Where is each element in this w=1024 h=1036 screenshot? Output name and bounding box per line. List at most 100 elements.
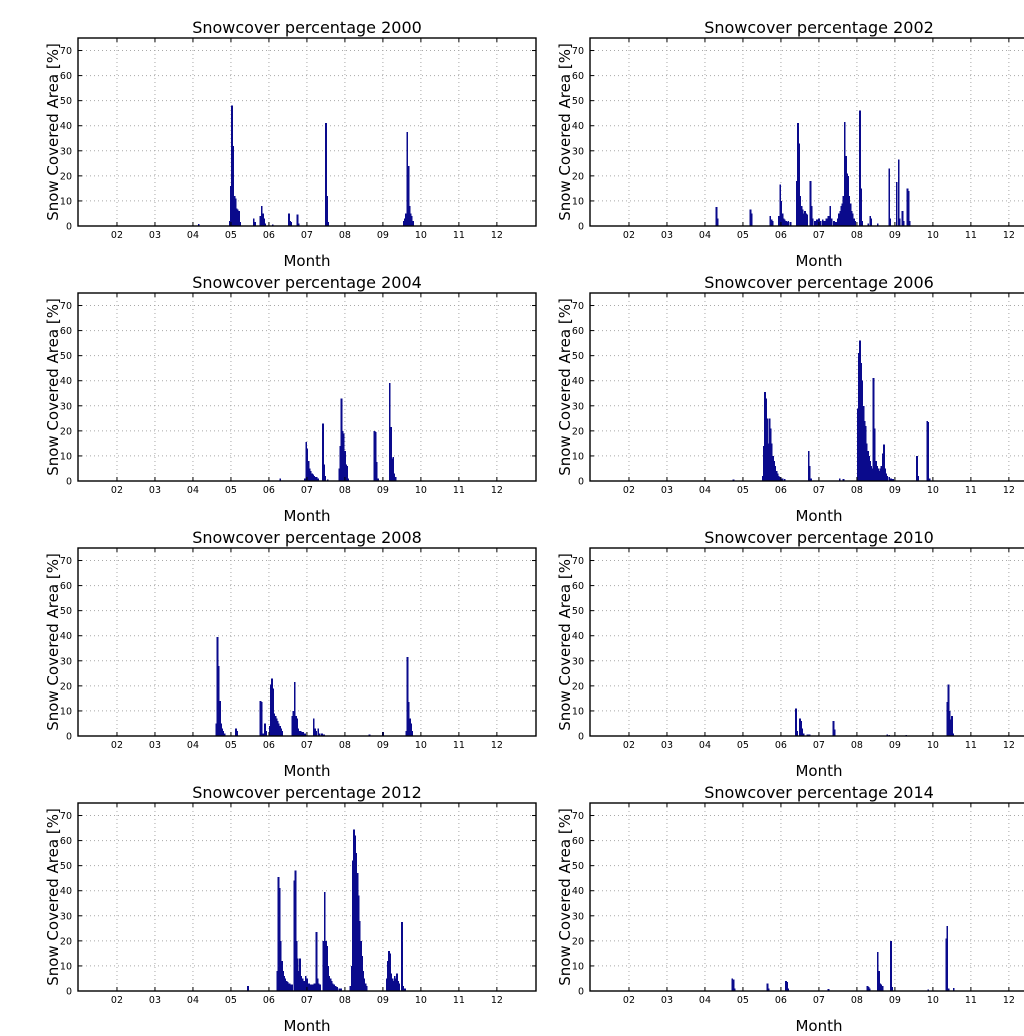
svg-text:02: 02 xyxy=(111,740,123,751)
svg-text:04: 04 xyxy=(187,740,199,751)
svg-text:20: 20 xyxy=(572,426,584,437)
x-axis-label-2010: Month xyxy=(795,762,843,780)
svg-text:50: 50 xyxy=(60,351,72,362)
svg-text:11: 11 xyxy=(453,485,465,496)
y-axis-label-2010: Snow Covered Area [%] xyxy=(556,553,574,731)
svg-text:05: 05 xyxy=(225,740,237,751)
svg-text:05: 05 xyxy=(737,740,749,751)
svg-text:08: 08 xyxy=(851,995,863,1006)
y-axis-label-2004: Snow Covered Area [%] xyxy=(44,298,62,476)
svg-text:06: 06 xyxy=(263,740,275,751)
svg-text:20: 20 xyxy=(572,681,584,692)
svg-text:10: 10 xyxy=(572,196,584,207)
svg-text:20: 20 xyxy=(60,936,72,947)
plot-canvas-2012: 02 03 04 05 06 07 08 09 10 11 12 0 10 20 30 40 50 60 70 xyxy=(60,802,537,1006)
plot-canvas-2010: 02 03 04 05 06 07 08 09 10 11 12 0 10 20 30 40 50 60 70 xyxy=(572,547,1024,751)
svg-text:70: 70 xyxy=(572,301,584,312)
svg-text:07: 07 xyxy=(301,230,313,241)
y-axis-label-2014: Snow Covered Area [%] xyxy=(556,808,574,986)
svg-text:09: 09 xyxy=(377,230,389,241)
svg-text:60: 60 xyxy=(572,71,584,82)
svg-text:12: 12 xyxy=(1003,740,1015,751)
svg-text:08: 08 xyxy=(851,740,863,751)
svg-text:08: 08 xyxy=(339,740,351,751)
svg-text:30: 30 xyxy=(572,911,584,922)
subplot-2010: 02 03 04 05 06 07 08 09 10 11 12 0 10 20 30 40 50 60 70 Sn… xyxy=(552,526,1024,781)
svg-text:11: 11 xyxy=(965,995,977,1006)
svg-text:12: 12 xyxy=(491,230,503,241)
svg-text:02: 02 xyxy=(623,485,635,496)
svg-text:50: 50 xyxy=(572,861,584,872)
chart-title-2012: Snowcover percentage 2012 xyxy=(192,783,422,802)
y-axis-label-2012: Snow Covered Area [%] xyxy=(44,808,62,986)
svg-text:12: 12 xyxy=(491,995,503,1006)
svg-text:09: 09 xyxy=(889,485,901,496)
svg-text:07: 07 xyxy=(813,230,825,241)
svg-text:02: 02 xyxy=(623,740,635,751)
svg-text:70: 70 xyxy=(60,811,72,822)
svg-text:07: 07 xyxy=(813,740,825,751)
svg-text:10: 10 xyxy=(415,230,427,241)
svg-text:20: 20 xyxy=(60,426,72,437)
svg-text:0: 0 xyxy=(66,732,72,743)
x-axis-label-2006: Month xyxy=(795,507,843,525)
chart-title-2000: Snowcover percentage 2000 xyxy=(192,18,422,37)
svg-text:06: 06 xyxy=(775,995,787,1006)
svg-text:20: 20 xyxy=(60,171,72,182)
x-axis-label-2008: Month xyxy=(283,762,331,780)
svg-text:40: 40 xyxy=(60,121,72,132)
svg-text:09: 09 xyxy=(377,485,389,496)
svg-text:06: 06 xyxy=(775,740,787,751)
plot-canvas-2004: 02 03 04 05 06 07 08 09 10 11 12 0 10 20 30 40 50 60 70 xyxy=(60,292,537,496)
svg-text:05: 05 xyxy=(225,485,237,496)
svg-text:10: 10 xyxy=(60,706,72,717)
svg-text:04: 04 xyxy=(187,485,199,496)
svg-text:07: 07 xyxy=(301,740,313,751)
svg-text:50: 50 xyxy=(572,96,584,107)
chart-title-2004: Snowcover percentage 2004 xyxy=(192,273,422,292)
svg-text:11: 11 xyxy=(965,230,977,241)
svg-text:03: 03 xyxy=(149,995,161,1006)
svg-text:40: 40 xyxy=(572,631,584,642)
svg-text:09: 09 xyxy=(889,230,901,241)
svg-text:0: 0 xyxy=(66,477,72,488)
svg-text:07: 07 xyxy=(301,995,313,1006)
svg-text:70: 70 xyxy=(60,301,72,312)
svg-text:40: 40 xyxy=(60,886,72,897)
plot-canvas-2000: 02 03 04 05 06 07 08 09 10 11 12 0 10 20 30 40 50 60 70 xyxy=(60,37,537,241)
subplot-2006: 02 03 04 05 06 07 08 09 10 11 12 0 10 20 30 40 50 60 70 Sn… xyxy=(552,271,1024,526)
svg-text:0: 0 xyxy=(66,222,72,233)
svg-text:02: 02 xyxy=(111,995,123,1006)
svg-text:06: 06 xyxy=(263,485,275,496)
subplot-2000: 02 03 04 05 06 07 08 09 10 11 12 0 10 20 30 40 50 60 70 Sn… xyxy=(40,16,552,271)
x-axis-label-2004: Month xyxy=(283,507,331,525)
svg-text:11: 11 xyxy=(965,740,977,751)
svg-text:03: 03 xyxy=(149,485,161,496)
svg-text:60: 60 xyxy=(60,836,72,847)
x-axis-label-2002: Month xyxy=(795,252,843,270)
svg-text:60: 60 xyxy=(60,71,72,82)
svg-text:60: 60 xyxy=(60,326,72,337)
svg-text:05: 05 xyxy=(737,230,749,241)
svg-text:70: 70 xyxy=(572,556,584,567)
svg-text:06: 06 xyxy=(775,230,787,241)
svg-text:11: 11 xyxy=(965,485,977,496)
svg-text:05: 05 xyxy=(737,995,749,1006)
svg-text:12: 12 xyxy=(1003,995,1015,1006)
svg-text:11: 11 xyxy=(453,230,465,241)
svg-text:07: 07 xyxy=(813,485,825,496)
svg-text:60: 60 xyxy=(572,581,584,592)
plot-canvas-2008: 02 03 04 05 06 07 08 09 10 11 12 0 10 20 30 40 50 60 70 xyxy=(60,547,537,751)
svg-text:50: 50 xyxy=(60,96,72,107)
svg-text:10: 10 xyxy=(415,740,427,751)
svg-text:10: 10 xyxy=(572,706,584,717)
svg-text:20: 20 xyxy=(572,936,584,947)
svg-text:30: 30 xyxy=(572,656,584,667)
svg-text:12: 12 xyxy=(1003,230,1015,241)
svg-text:04: 04 xyxy=(187,995,199,1006)
svg-text:06: 06 xyxy=(775,485,787,496)
svg-text:70: 70 xyxy=(572,46,584,57)
svg-text:10: 10 xyxy=(927,740,939,751)
y-axis-label-2006: Snow Covered Area [%] xyxy=(556,298,574,476)
svg-text:06: 06 xyxy=(263,995,275,1006)
